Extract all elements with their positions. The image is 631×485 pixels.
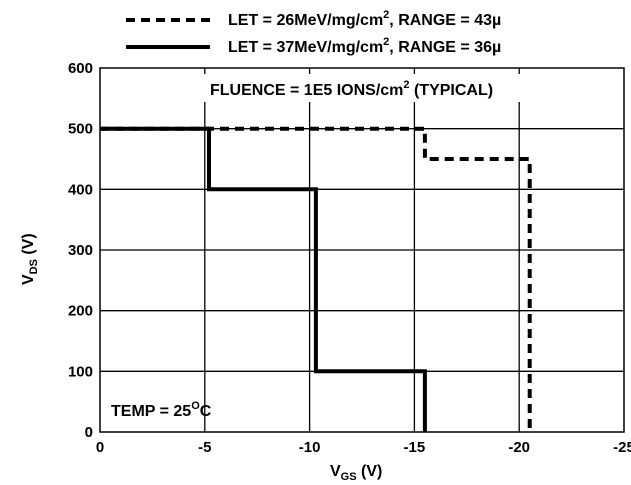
legend-label-solid: LET = 37MeV/mg/cm2, RANGE = 36µ xyxy=(228,36,501,56)
series-line-dashed xyxy=(100,126,532,432)
series-lines xyxy=(100,126,532,432)
x-tick-label: -20 xyxy=(508,439,530,456)
x-axis-title: VGS (V) xyxy=(330,463,382,483)
fluence-annotation: FLUENCE = 1E5 IONS/cm2 (TYPICAL) xyxy=(210,79,493,99)
x-tick-label: -5 xyxy=(198,439,211,456)
x-tick-label: -25 xyxy=(613,439,631,456)
y-tick-label: 100 xyxy=(68,363,93,380)
x-tick-label: -15 xyxy=(404,439,426,456)
y-axis-title: VDS (V) xyxy=(20,233,40,285)
y-tick-label: 600 xyxy=(68,60,93,77)
y-tick-label: 300 xyxy=(68,242,93,259)
legend-label-dashed: LET = 26MeV/mg/cm2, RANGE = 43µ xyxy=(228,9,501,29)
y-tick-labels: 0 100 200 300 400 500 600 xyxy=(68,60,93,441)
x-tick-labels: 0 -5 -10 -15 -20 -25 xyxy=(96,439,631,456)
series-line-solid xyxy=(100,126,427,432)
y-tick-label: 400 xyxy=(68,181,93,198)
grid-lines xyxy=(100,68,624,432)
plot-frame xyxy=(99,67,625,433)
y-tick-label: 500 xyxy=(68,121,93,138)
x-tick-label: -10 xyxy=(299,439,321,456)
y-tick-label: 200 xyxy=(68,303,93,320)
temp-annotation: TEMP = 25OC xyxy=(111,400,212,420)
x-tick-label: 0 xyxy=(96,439,104,456)
temp-annotation-bg xyxy=(104,396,204,426)
y-tick-label: 0 xyxy=(85,424,93,441)
legend: LET = 26MeV/mg/cm2, RANGE = 43µ LET = 37… xyxy=(126,9,501,56)
fluence-annotation-bg xyxy=(204,74,552,102)
